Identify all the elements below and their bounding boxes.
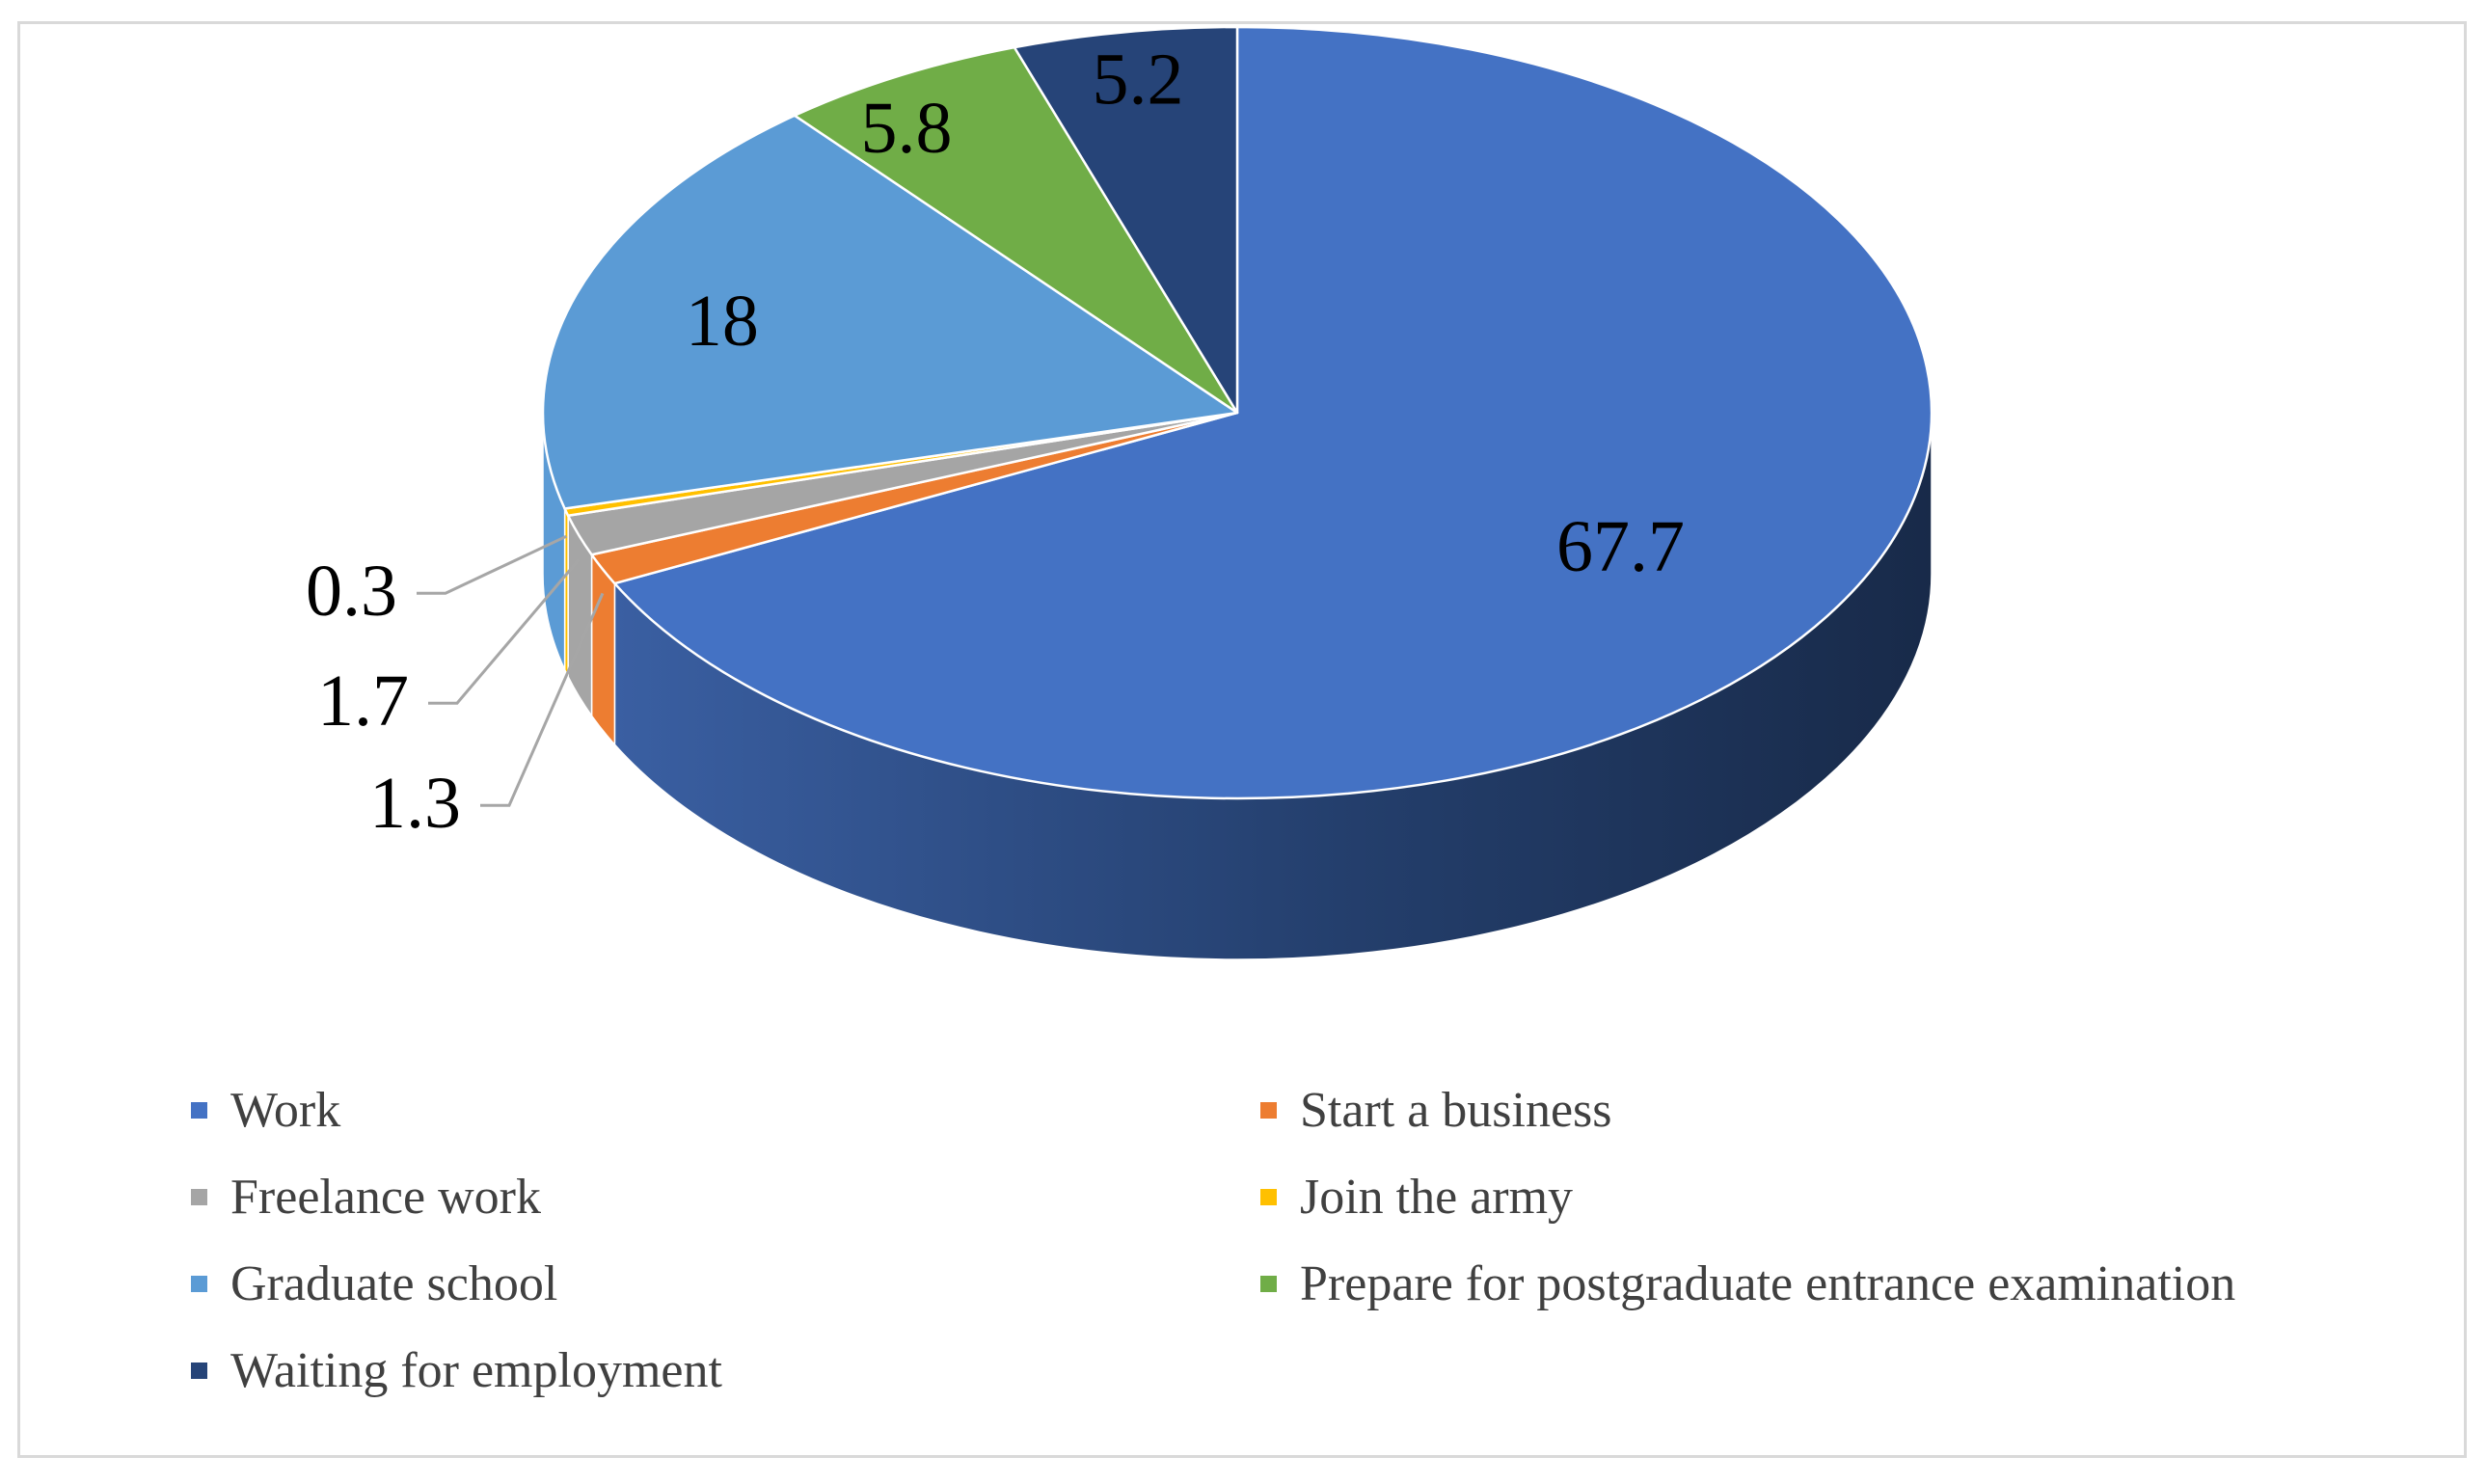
pie-data-labels: 67.7 1.3 1.7 0.3 18 5.8 5.2 xyxy=(306,39,1685,844)
pie-slice-prepare-for-postgraduate-entrance-examination xyxy=(793,45,1239,415)
data-label-waiting-for-employment: 5.2 xyxy=(1092,39,1183,120)
data-label-freelance-work: 1.7 xyxy=(317,661,409,742)
data-label-graduate-school: 18 xyxy=(686,281,759,362)
data-label-prepare-for-postgraduate-entrance-examination: 5.8 xyxy=(861,88,953,169)
pie-slice-work xyxy=(613,25,1933,800)
pie-slices xyxy=(541,25,1933,800)
leader-line-start-a-business xyxy=(480,592,605,807)
data-label-start-a-business: 1.3 xyxy=(369,763,461,844)
leader-line-freelance-work xyxy=(428,558,581,705)
leader-line-join-the-army xyxy=(417,534,567,595)
data-label-work: 67.7 xyxy=(1556,506,1685,587)
data-label-join-the-army: 0.3 xyxy=(306,551,397,632)
pie-side-start-a-business xyxy=(590,552,616,747)
pie-slice-waiting-for-employment xyxy=(1013,25,1239,415)
pie-slice-graduate-school xyxy=(541,114,1239,510)
